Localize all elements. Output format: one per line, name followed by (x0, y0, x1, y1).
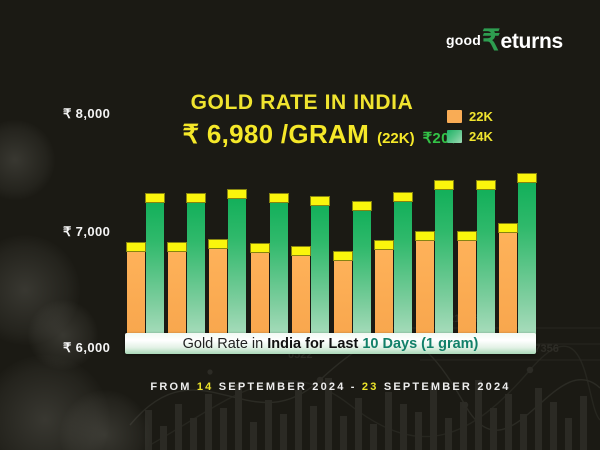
y-axis-tick-8000: ₹ 8,000 (63, 106, 111, 121)
bar-top-cap (125, 242, 146, 253)
date-range-start-day: 14 (196, 381, 214, 393)
banner-text-highlight: 10 Days (1 gram) (358, 335, 479, 352)
bar-top-cap (185, 193, 206, 204)
bar-24k-21-sep-2024 (434, 180, 455, 352)
goodreturns-logo: good ₹ eturns (446, 25, 563, 57)
legend-item-22k: 22K (447, 108, 493, 124)
bar-22k-20-sep-2024 (373, 239, 394, 352)
bar-top-cap (166, 242, 187, 253)
chart-caption-banner: Gold Rate in India for Last 10 Days (1 g… (125, 333, 536, 354)
bar-top-cap (475, 180, 496, 191)
legend-swatch-22k (447, 109, 462, 123)
banner-text-bold: India for Last (267, 335, 359, 352)
date-range-mid: SEPTEMBER 2024 - (213, 381, 362, 393)
y-axis-tick-6000: ₹ 6,000 (63, 340, 111, 355)
bar-top-cap (434, 180, 455, 191)
bar-22k-21-sep-2024 (415, 230, 436, 352)
bar-24k-22-sep-2024 (475, 180, 496, 352)
bar-top-cap (144, 193, 165, 204)
bar-22k-15-sep-2024 (166, 242, 187, 352)
date-range-end-day: 23 (361, 381, 379, 393)
price-karat-label: (22K) (377, 130, 415, 147)
bar-top-cap (415, 230, 436, 241)
bar-top-cap (351, 201, 372, 212)
current-price-row: ₹ 6,980 /GRAM (22K) ₹20↑ (105, 119, 535, 150)
bar-top-cap (332, 250, 353, 261)
bar-top-cap (373, 239, 394, 250)
date-range-end: SEPTEMBER 2024 (378, 381, 511, 393)
bar-top-cap (249, 243, 270, 254)
bar-top-cap (456, 230, 477, 241)
current-price: ₹ 6,980 /GRAM (182, 119, 370, 149)
bar-24k-23-sep-2024 (517, 173, 538, 352)
bar-22k-23-sep-2024 (498, 223, 519, 352)
banner-text: Gold Rate in (182, 335, 268, 352)
rupee-icon: ₹ (482, 25, 501, 57)
bar-top-cap (291, 245, 312, 256)
chart-legend: 22K 24K (447, 109, 493, 149)
bar-22k-16-sep-2024 (208, 239, 229, 352)
legend-swatch-24k (447, 129, 462, 143)
y-axis-tick-7000: ₹ 7,000 (63, 224, 111, 239)
bar-top-cap (268, 193, 289, 204)
page-title: GOLD RATE IN INDIA (190, 91, 414, 114)
bar-24k-16-sep-2024 (227, 188, 248, 352)
background-bokeh (28, 300, 98, 370)
date-range-from: FROM (150, 381, 197, 393)
bar-top-cap (392, 191, 413, 202)
logo-text-good: good (446, 32, 482, 49)
bar-top-cap (310, 195, 331, 206)
bar-top-cap (227, 188, 248, 199)
bar-22k-19-sep-2024 (332, 250, 353, 352)
legend-label-24k: 24K (469, 128, 493, 144)
bar-top-cap (498, 223, 519, 234)
bar-22k-17-sep-2024 (249, 243, 270, 352)
legend-item-24k: 24K (447, 128, 493, 144)
bar-22k-22-sep-2024 (456, 230, 477, 352)
legend-label-22k: 22K (469, 108, 493, 124)
bar-24k-19-sep-2024 (351, 201, 372, 352)
bar-24k-14-sep-2024 (144, 193, 165, 352)
bar-24k-17-sep-2024 (268, 193, 289, 352)
logo-text-eturns: eturns (500, 30, 563, 54)
bar-24k-18-sep-2024 (310, 195, 331, 352)
date-range: FROM 14 SEPTEMBER 2024 - 23 SEPTEMBER 20… (40, 369, 600, 405)
bar-24k-15-sep-2024 (185, 193, 206, 352)
bar-top-cap (517, 173, 538, 184)
bar-top-cap (208, 239, 229, 250)
bar-24k-20-sep-2024 (392, 191, 413, 352)
bar-22k-18-sep-2024 (291, 245, 312, 352)
bar-22k-14-sep-2024 (125, 242, 146, 352)
